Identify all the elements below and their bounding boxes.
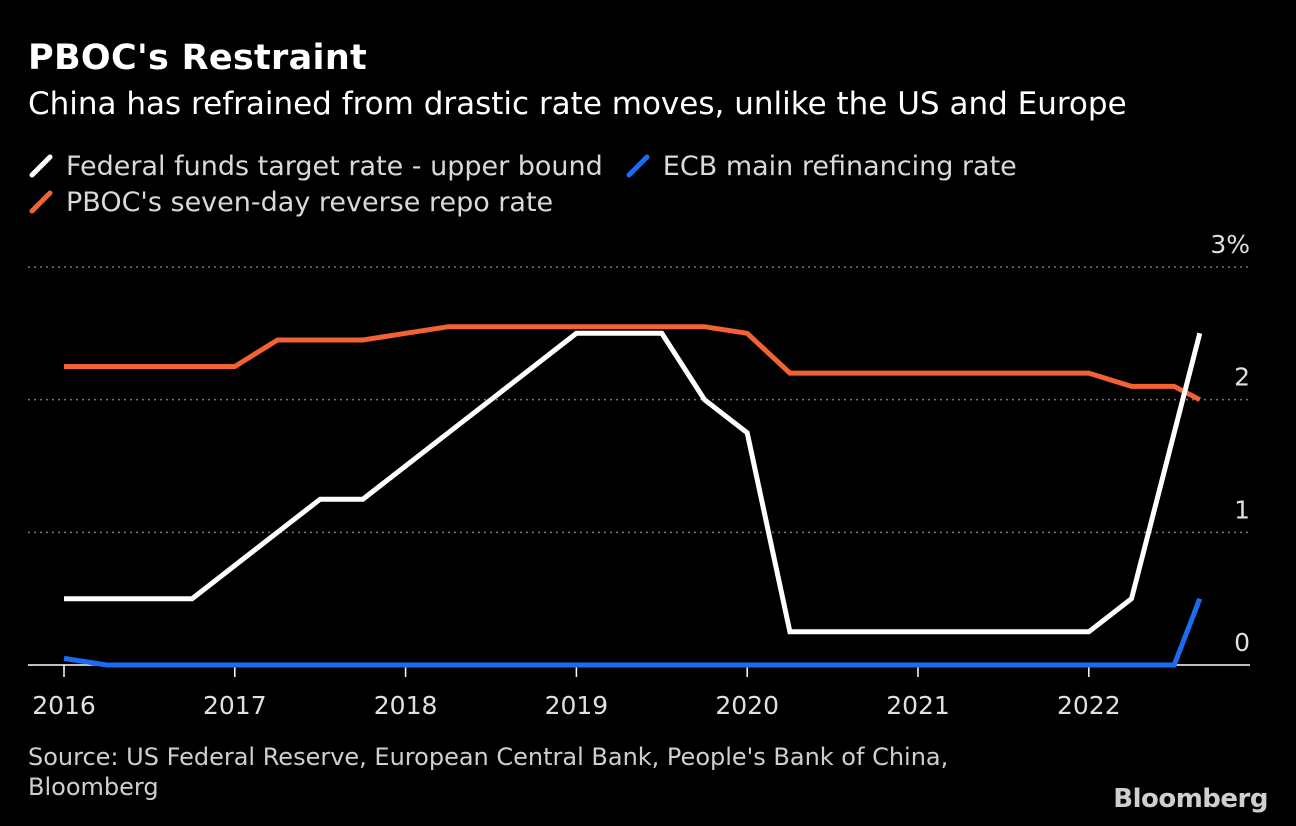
chart-title: PBOC's Restraint: [28, 38, 368, 78]
legend: Federal funds target rate - upper bound …: [28, 148, 1039, 220]
chart-subtitle: China has refrained from drastic rate mo…: [28, 86, 1127, 122]
x-tick-label-2018: 2018: [374, 691, 438, 720]
bloomberg-logo: Bloomberg: [1113, 784, 1268, 814]
legend-swatch-pboc: [28, 189, 54, 215]
y-tick-label-3: 3%: [1210, 230, 1250, 259]
legend-row-2: PBOC's seven-day reverse repo rate: [28, 184, 1039, 220]
legend-label-pboc: PBOC's seven-day reverse repo rate: [66, 186, 554, 218]
source-note: Source: US Federal Reserve, European Cen…: [28, 743, 949, 801]
series-line-fed: [64, 330, 1203, 635]
x-tick-label-2017: 2017: [203, 691, 267, 720]
legend-label-ecb: ECB main refinancing rate: [662, 150, 1017, 182]
x-tick-label-2021: 2021: [886, 691, 950, 720]
x-tick-label-2016: 2016: [32, 691, 96, 720]
series-line-pboc: [64, 324, 1201, 402]
x-tick-label-2019: 2019: [545, 691, 609, 720]
legend-swatch-ecb: [625, 153, 651, 179]
series-line-ecb: [63, 597, 1203, 668]
legend-label-fed: Federal funds target rate - upper bound: [66, 150, 603, 182]
y-tick-label-2: 2: [1234, 363, 1250, 392]
legend-row-1: Federal funds target rate - upper bound …: [28, 148, 1039, 184]
y-tick-label-1: 1: [1234, 495, 1250, 524]
x-tick-label-2022: 2022: [1057, 691, 1121, 720]
legend-swatch-fed: [28, 153, 54, 179]
legend-item-fed: Federal funds target rate - upper bound: [28, 151, 603, 182]
y-tick-label-0: 0: [1234, 628, 1250, 657]
x-tick-label-2020: 2020: [715, 691, 779, 720]
legend-item-ecb: ECB main refinancing rate: [625, 151, 1017, 182]
legend-item-pboc: PBOC's seven-day reverse repo rate: [28, 187, 553, 218]
